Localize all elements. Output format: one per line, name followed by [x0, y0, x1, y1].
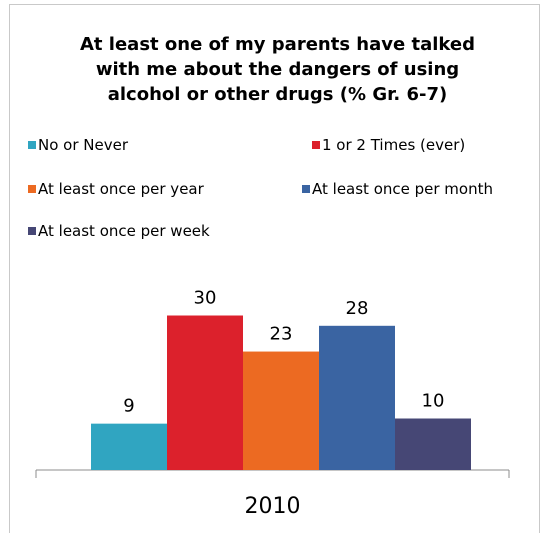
legend-item-once-per-month: At least once per month — [302, 180, 493, 198]
chart-title-line-1: At least one of my parents have talked — [80, 34, 475, 55]
bar-data-label: 9 — [123, 396, 134, 417]
bar-data-label: 30 — [194, 288, 217, 309]
legend-swatch — [302, 185, 310, 193]
legend-label: At least once per year — [38, 180, 204, 198]
bar — [91, 423, 167, 470]
legend-label: At least once per month — [312, 180, 493, 198]
legend-swatch — [28, 227, 36, 235]
legend-swatch — [312, 141, 320, 149]
bar-data-label: 23 — [270, 324, 293, 345]
legend-label: At least once per week — [38, 222, 210, 240]
legend-item-1-or-2-times: 1 or 2 Times (ever) — [312, 136, 465, 154]
bar — [167, 315, 243, 470]
bar-data-label: 10 — [422, 391, 445, 412]
legend-label: 1 or 2 Times (ever) — [322, 136, 466, 154]
bar — [243, 351, 319, 470]
legend-swatch — [28, 185, 36, 193]
chart-title-line-2: with me about the dangers of using — [95, 59, 460, 80]
legend-item-no-or-never: No or Never — [28, 136, 128, 154]
bar — [395, 418, 471, 470]
x-tick-label: 2010 — [245, 494, 301, 519]
legend-item-once-per-week: At least once per week — [28, 222, 210, 240]
legend-swatch — [28, 141, 36, 149]
bar — [319, 325, 395, 470]
bar-data-label: 28 — [346, 298, 369, 319]
legend-item-once-per-year: At least once per year — [28, 180, 204, 198]
legend-label: No or Never — [38, 136, 128, 154]
chart-title-line-3: alcohol or other drugs (% Gr. 6-7) — [107, 84, 448, 105]
